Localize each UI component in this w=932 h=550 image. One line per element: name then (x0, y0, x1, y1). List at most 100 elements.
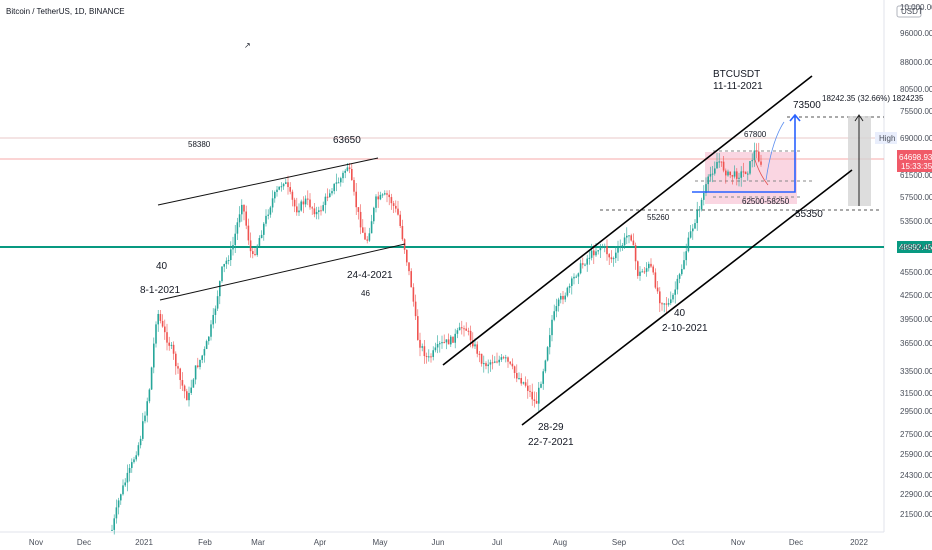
x-tick-label: Dec (77, 538, 91, 547)
candle-body (736, 171, 738, 179)
y-tick-label: 29500.00 (900, 407, 932, 416)
candle-body (562, 295, 564, 300)
candle-body (144, 415, 146, 422)
candle-body (359, 211, 362, 228)
candle-body (590, 250, 593, 258)
candle-body (551, 319, 553, 336)
annotation-apr-peak: 63650 (333, 135, 361, 146)
x-tick-label: Feb (198, 538, 212, 547)
y-tick-label: 53500.00 (900, 217, 932, 226)
candle-body (461, 327, 463, 329)
measure-arrowhead (854, 114, 864, 122)
candle-body (190, 387, 192, 393)
candle-body (386, 193, 388, 195)
annotation-date-nov: 11-11-2021 (713, 81, 763, 92)
candle-body (377, 196, 379, 200)
candle-body (685, 251, 687, 261)
candle-body (333, 183, 335, 192)
candle-body (390, 197, 393, 204)
candle-body (256, 245, 258, 255)
candle-body (733, 171, 736, 177)
candle-body (628, 235, 630, 237)
currency-badge[interactable] (896, 5, 922, 18)
candle-body (120, 494, 122, 501)
candle-body (698, 209, 701, 211)
candle-body (318, 210, 320, 212)
candles-group (111, 142, 762, 535)
candle-body (254, 254, 256, 256)
candle-body (555, 306, 558, 312)
candle-body (260, 234, 263, 239)
candle-body (212, 314, 214, 325)
candle-body (241, 204, 243, 215)
candle-body (643, 271, 646, 273)
candle-body (153, 343, 155, 368)
candle-body (544, 360, 547, 372)
x-tick-label: Sep (612, 538, 627, 547)
candle-body (137, 445, 140, 456)
candle-body (472, 340, 474, 347)
x-tick-label: 2021 (135, 538, 153, 547)
candle-body (632, 240, 635, 246)
candle-body (340, 178, 342, 183)
channel-lower-line (521, 169, 853, 426)
candle-body (557, 299, 560, 307)
y-axis[interactable]: 96000.00 88000.00 80500.00 75500.00 69000.00… (900, 29, 932, 519)
candle-body (265, 215, 267, 224)
annotation-feb-level: 58380 (188, 140, 211, 149)
y-tick-label: 88000.00 (900, 58, 932, 67)
candle-body (509, 361, 511, 364)
candle-body (252, 251, 254, 255)
x-axis[interactable]: Nov Dec 2021 Feb Mar Apr May Jun Jul Aug Sep Oct Nov… (29, 538, 869, 547)
candle-body (659, 291, 661, 304)
candle-body (267, 214, 269, 216)
candle-body (617, 247, 619, 253)
candle-body (337, 182, 340, 184)
candle-body (148, 389, 151, 402)
candle-body (399, 214, 401, 226)
candle-body (373, 207, 375, 222)
candle-body (623, 237, 626, 246)
candle-body (478, 353, 481, 355)
candle-body (166, 332, 168, 343)
candle-body (117, 500, 120, 508)
candle-body (689, 231, 692, 238)
candle-body (177, 366, 179, 369)
candle-body (302, 201, 305, 205)
high-tag-box (875, 132, 897, 144)
candle-body (744, 171, 747, 174)
candle-body (243, 204, 245, 212)
y-tick-label: 36500.00 (900, 339, 932, 348)
candle-body (274, 192, 276, 199)
candle-body (540, 383, 542, 388)
candle-body (285, 182, 287, 184)
candle-body (293, 199, 296, 207)
candle-body (549, 335, 551, 348)
current-price-tag[interactable] (897, 150, 932, 172)
candle-body (491, 362, 494, 364)
candle-body (150, 367, 153, 390)
y-tick-top: 10,000.00 (900, 3, 932, 12)
candle-body (612, 258, 615, 260)
candle-body (722, 161, 725, 171)
y-tick-label: 61500.00 (900, 171, 932, 180)
candle-body (421, 346, 423, 348)
support-price-tag[interactable] (897, 241, 932, 253)
candle-body (168, 342, 170, 346)
annotation-symbol: BTCUSDT (713, 69, 760, 80)
candle-body (311, 207, 313, 209)
annotation-sep-date: 2-10-2021 (662, 323, 708, 334)
candle-body (289, 187, 291, 192)
y-tick-label: 75500.00 (900, 107, 932, 116)
candle-body (575, 276, 577, 278)
candle-body (650, 263, 652, 267)
y-tick-label: 33500.00 (900, 367, 932, 376)
y-tick-label: 69000.00 (900, 134, 932, 143)
candle-body (498, 359, 500, 363)
candle-body (725, 170, 727, 176)
annotation-low-level: 55350 (795, 209, 823, 220)
candle-body (234, 233, 236, 245)
y-tick-label: 45500.00 (900, 268, 932, 277)
candle-body (601, 246, 604, 248)
